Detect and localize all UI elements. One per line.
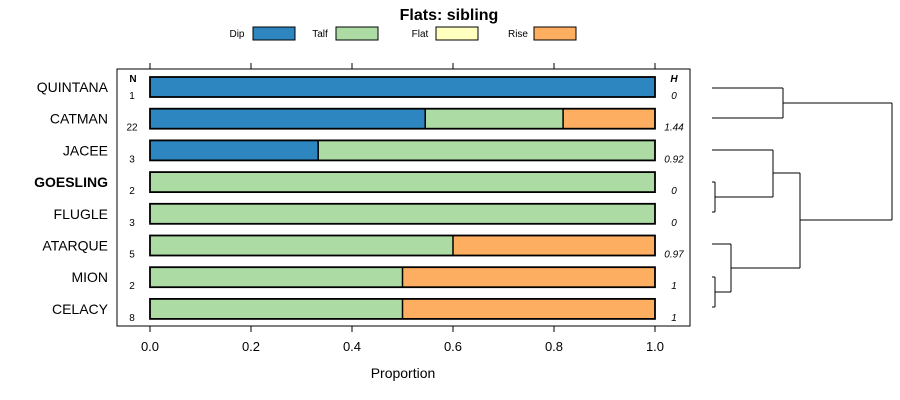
x-tick-label-2: 0.4 [343, 339, 361, 354]
legend-label-talf: Talf [312, 29, 328, 40]
bar-celacy-rise [402, 298, 655, 319]
n-value-atarque: 5 [129, 250, 135, 261]
h-value-jacee: 0.92 [664, 154, 684, 165]
legend-swatch-flat [435, 26, 479, 41]
x-tick-label-3: 0.6 [444, 339, 462, 354]
x-tick-label-4: 0.8 [545, 339, 563, 354]
x-axis: 0.0 0.2 0.4 0.6 0.8 1.0 [141, 63, 664, 354]
n-value-catman: 22 [126, 123, 138, 134]
bar-outline-quintana [149, 76, 656, 98]
row-label-mion: MION [71, 269, 108, 285]
n-value-quintana: 1 [129, 91, 135, 102]
bar-celacy-talf [150, 298, 403, 319]
bar-outline-atarque [149, 234, 656, 257]
n-value-mion: 2 [129, 281, 135, 292]
bar-atarque-talf [150, 235, 453, 256]
bar-outline-goesling [149, 171, 656, 194]
x-tick-label-0: 0.0 [141, 339, 159, 354]
n-value-jacee: 3 [129, 154, 135, 165]
legend-swatch-rise [533, 26, 577, 41]
row-label-atarque: ATARQUE [42, 238, 108, 254]
bar-atarque-rise [453, 235, 655, 256]
row-label-quintana: QUINTANA [37, 79, 109, 95]
legend-swatch-talf [335, 26, 379, 41]
bar-jacee-dip [150, 140, 319, 161]
h-value-atarque: 0.97 [664, 250, 684, 261]
row-label-celacy: CELACY [52, 301, 109, 317]
n-value-celacy: 8 [129, 313, 135, 324]
bar-flugle-talf [150, 203, 655, 224]
x-axis-title: Proportion [371, 365, 436, 381]
bar-catman-talf [425, 108, 564, 129]
row-label-goesling: GOESLING [34, 174, 108, 190]
bar-jacee-talf [318, 140, 655, 161]
legend: Dip Talf Flat Rise [229, 26, 577, 41]
dendrogram [712, 87, 893, 308]
bar-catman-dip [150, 108, 426, 129]
bar-catman-rise [563, 108, 655, 129]
bar-outline-flugle [149, 202, 656, 225]
h-value-mion: 1 [671, 281, 677, 292]
legend-label-dip: Dip [229, 29, 244, 40]
bar-outline-catman [149, 107, 656, 130]
bar-mion-talf [150, 267, 403, 288]
legend-label-flat: Flat [412, 29, 429, 40]
bar-goesling-talf [150, 172, 655, 193]
n-header: N [129, 74, 136, 85]
bar-quintana-dip [150, 77, 655, 97]
legend-label-rise: Rise [508, 29, 528, 40]
h-value-catman: 1.44 [664, 123, 684, 134]
chart-title: Flats: sibling [400, 7, 499, 24]
x-tick-label-1: 0.2 [242, 339, 260, 354]
row-label-flugle: FLUGLE [54, 206, 108, 222]
legend-swatch-dip [252, 26, 296, 41]
h-value-quintana: 0 [671, 91, 677, 102]
n-value-flugle: 3 [129, 218, 135, 229]
n-value-goesling: 2 [129, 186, 135, 197]
h-value-celacy: 1 [671, 313, 677, 324]
row-label-jacee: JACEE [63, 142, 108, 158]
h-header: H [670, 74, 678, 85]
row-label-catman: CATMAN [50, 111, 108, 127]
h-value-goesling: 0 [671, 186, 677, 197]
bar-outline-jacee [149, 139, 656, 162]
x-tick-label-5: 1.0 [646, 339, 664, 354]
h-value-flugle: 0 [671, 218, 677, 229]
plot-frame [116, 68, 691, 327]
bar-mion-rise [402, 267, 655, 288]
